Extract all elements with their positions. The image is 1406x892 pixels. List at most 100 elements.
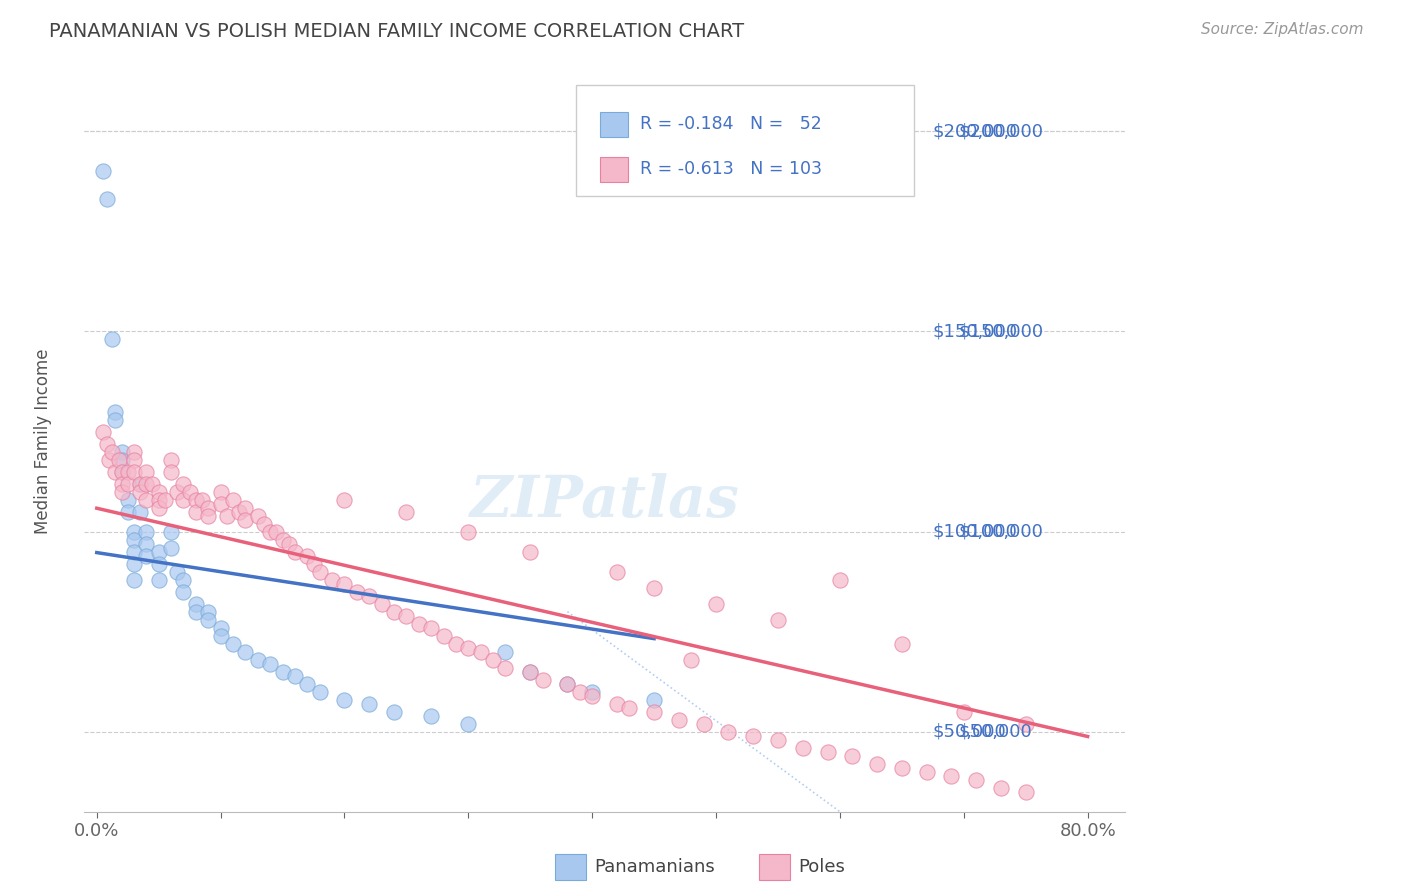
Point [209, 621, 232, 635]
Point [122, 557, 145, 571]
Point [122, 444, 145, 458]
Point [184, 605, 207, 619]
Point [100, 333, 122, 347]
Point [228, 505, 250, 519]
Point [277, 536, 299, 550]
Point [259, 524, 281, 539]
Point [148, 500, 170, 515]
Text: $150,000: $150,000 [959, 323, 1043, 341]
Point [197, 508, 219, 523]
Text: $100,000: $100,000 [932, 523, 1017, 541]
Point [308, 684, 330, 698]
Point [172, 584, 194, 599]
Point [117, 476, 139, 491]
Point [110, 444, 132, 458]
Point [129, 484, 152, 499]
Point [135, 492, 157, 507]
Point [179, 484, 201, 499]
Point [643, 705, 665, 719]
Point [160, 465, 183, 479]
Point [766, 732, 789, 747]
Text: $200,000: $200,000 [959, 122, 1043, 140]
Point [172, 492, 194, 507]
Point [817, 745, 839, 759]
Point [246, 653, 269, 667]
Point [91, 425, 114, 439]
Point [704, 597, 727, 611]
Point [246, 508, 269, 523]
Point [122, 573, 145, 587]
Point [135, 536, 157, 550]
Point [166, 565, 188, 579]
Point [253, 516, 276, 531]
Text: Panamanians: Panamanians [595, 858, 716, 876]
Point [100, 444, 122, 458]
Point [96, 193, 118, 207]
Point [148, 557, 170, 571]
Point [271, 533, 294, 547]
Point [333, 692, 356, 706]
Point [681, 653, 703, 667]
Point [470, 645, 492, 659]
Text: $150,000: $150,000 [932, 323, 1018, 341]
Point [129, 476, 152, 491]
Point [333, 576, 356, 591]
Point [166, 484, 188, 499]
Point [148, 573, 170, 587]
Point [222, 637, 245, 651]
Text: R = -0.613   N = 103: R = -0.613 N = 103 [640, 161, 821, 178]
Point [129, 476, 152, 491]
Point [122, 465, 145, 479]
Point [148, 484, 170, 499]
Point [668, 713, 690, 727]
Point [104, 465, 127, 479]
Point [557, 676, 579, 690]
Point [297, 676, 319, 690]
Point [382, 605, 405, 619]
Point [606, 565, 628, 579]
Point [235, 512, 257, 526]
Point [141, 476, 163, 491]
Point [495, 660, 517, 674]
Point [160, 452, 183, 467]
Point [184, 492, 207, 507]
Text: ZIPatlas: ZIPatlas [470, 473, 740, 529]
Point [965, 772, 987, 787]
Point [457, 716, 479, 731]
Point [370, 597, 392, 611]
Point [222, 492, 245, 507]
Point [135, 524, 157, 539]
Point [104, 412, 127, 426]
Point [98, 452, 121, 467]
Text: $200,000: $200,000 [932, 122, 1018, 140]
Point [172, 476, 194, 491]
Point [271, 665, 294, 679]
Point [91, 164, 114, 178]
Point [457, 524, 479, 539]
Point [952, 705, 974, 719]
Point [117, 505, 139, 519]
Point [153, 492, 176, 507]
Point [135, 465, 157, 479]
Point [432, 629, 454, 643]
Text: $50,000: $50,000 [932, 723, 1007, 740]
Point [96, 436, 118, 450]
Point [495, 645, 517, 659]
Point [184, 505, 207, 519]
Point [359, 697, 381, 711]
Point [346, 584, 368, 599]
Point [841, 748, 863, 763]
Point [1015, 785, 1038, 799]
Point [766, 613, 789, 627]
Point [191, 492, 214, 507]
Point [568, 684, 591, 698]
Point [382, 705, 405, 719]
Point [209, 629, 232, 643]
Point [122, 452, 145, 467]
Point [148, 544, 170, 558]
Point [160, 524, 183, 539]
Point [122, 533, 145, 547]
Point [420, 621, 443, 635]
Point [209, 497, 232, 511]
Point [197, 613, 219, 627]
